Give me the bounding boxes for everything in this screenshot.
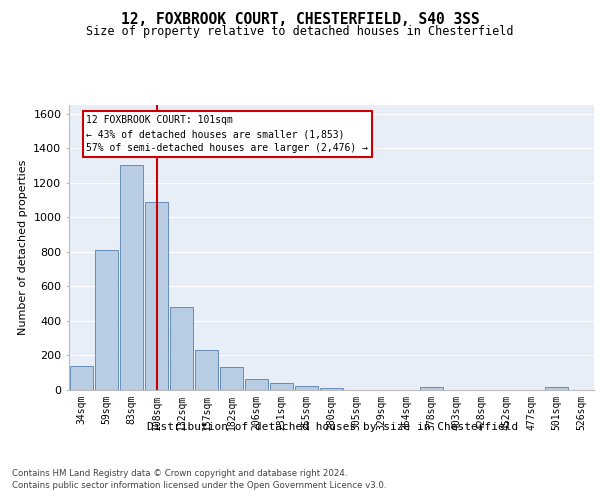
Bar bbox=[120, 166, 143, 390]
Bar bbox=[320, 388, 343, 390]
Bar bbox=[145, 202, 168, 390]
Bar bbox=[270, 383, 293, 390]
Bar bbox=[70, 366, 93, 390]
Bar bbox=[545, 388, 568, 390]
Bar bbox=[95, 250, 118, 390]
Text: 12, FOXBROOK COURT, CHESTERFIELD, S40 3SS: 12, FOXBROOK COURT, CHESTERFIELD, S40 3S… bbox=[121, 12, 479, 28]
Text: Distribution of detached houses by size in Chesterfield: Distribution of detached houses by size … bbox=[148, 422, 518, 432]
Bar bbox=[295, 386, 318, 390]
Y-axis label: Number of detached properties: Number of detached properties bbox=[17, 160, 28, 335]
Text: Contains public sector information licensed under the Open Government Licence v3: Contains public sector information licen… bbox=[12, 481, 386, 490]
Bar bbox=[170, 307, 193, 390]
Bar bbox=[420, 388, 443, 390]
Bar bbox=[220, 366, 243, 390]
Bar bbox=[195, 350, 218, 390]
Text: Size of property relative to detached houses in Chesterfield: Size of property relative to detached ho… bbox=[86, 25, 514, 38]
Text: Contains HM Land Registry data © Crown copyright and database right 2024.: Contains HM Land Registry data © Crown c… bbox=[12, 469, 347, 478]
Bar bbox=[245, 379, 268, 390]
Text: 12 FOXBROOK COURT: 101sqm
← 43% of detached houses are smaller (1,853)
57% of se: 12 FOXBROOK COURT: 101sqm ← 43% of detac… bbox=[86, 116, 368, 154]
